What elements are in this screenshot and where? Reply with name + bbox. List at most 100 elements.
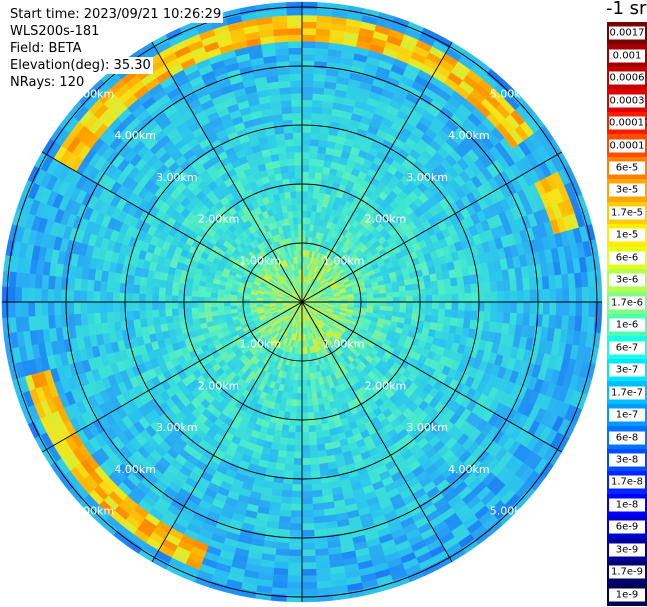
heatmap-cell — [2, 270, 11, 287]
heatmap-cell — [301, 425, 310, 433]
heatmap-cell — [314, 424, 323, 432]
heatmap-cell — [146, 277, 155, 287]
heatmap-cell — [21, 272, 30, 288]
heatmap-cell — [309, 450, 319, 459]
heatmap-cell — [165, 315, 174, 324]
heatmap-cell — [561, 315, 570, 331]
heatmap-cell — [230, 301, 238, 306]
heatmap-cell — [301, 432, 310, 440]
heatmap-cell — [373, 293, 381, 299]
heatmap-cell — [424, 281, 432, 290]
heatmap-cell — [373, 297, 381, 303]
heatmap-cell — [438, 294, 446, 303]
heatmap-cell — [158, 286, 167, 296]
heatmap-cell — [307, 191, 314, 199]
heatmap-cell — [398, 285, 406, 292]
heatmap-cell — [443, 278, 452, 288]
heatmap-cell — [217, 301, 225, 307]
heatmap-cell — [286, 588, 303, 596]
heatmap-cell — [464, 292, 472, 303]
heatmap-cell — [318, 139, 328, 148]
heatmap-cell — [210, 301, 218, 307]
heatmap-cell — [450, 309, 459, 319]
heatmap-cell — [291, 392, 298, 400]
heatmap-cell — [191, 307, 199, 314]
heatmap-cell — [132, 284, 141, 294]
heatmap-cell — [275, 541, 290, 550]
heatmap-cell — [125, 310, 134, 321]
heatmap-cell — [301, 14, 318, 23]
heatmap-cell — [308, 437, 318, 446]
heatmap-cell — [503, 301, 511, 314]
heatmap-cell — [360, 298, 368, 303]
heatmap-cell — [301, 86, 314, 94]
heatmap-cell — [286, 594, 303, 603]
heatmap-cell — [2, 317, 11, 334]
heatmap-cell — [204, 311, 213, 318]
heatmap-cell — [392, 301, 401, 308]
heatmap-cell — [298, 366, 303, 374]
heatmap-cell — [555, 288, 564, 303]
heatmap-cell — [223, 305, 231, 311]
heatmap-cell — [314, 541, 329, 550]
heatmap-cell — [93, 312, 102, 325]
heatmap-cell — [312, 93, 325, 102]
heatmap-cell — [172, 281, 180, 290]
heatmap-cell — [580, 271, 589, 288]
heatmap-cell — [27, 287, 36, 303]
heatmap-cell — [425, 294, 433, 303]
heatmap-cell — [301, 581, 318, 590]
heatmap-cell — [47, 288, 55, 303]
heatmap-cell — [28, 315, 37, 331]
heatmap-cell — [305, 366, 310, 374]
heatmap-cell — [301, 230, 306, 238]
heatmap-cell — [243, 301, 251, 306]
heatmap-cell — [316, 437, 325, 445]
heatmap-cell — [568, 287, 577, 303]
heatmap-cell — [21, 287, 29, 303]
heatmap-cell — [73, 313, 82, 327]
heatmap-cell — [425, 308, 433, 316]
heatmap-cell — [301, 555, 316, 564]
heatmap-cell — [444, 309, 453, 318]
heatmap-cell — [301, 125, 312, 133]
heatmap-cell — [308, 171, 316, 179]
heatmap-cell — [542, 288, 551, 303]
heatmap-cell — [307, 405, 314, 413]
heatmap-cell — [301, 451, 311, 459]
heatmap-cell — [561, 273, 570, 289]
heatmap-cell — [312, 509, 325, 518]
heatmap-cell — [301, 405, 309, 414]
heatmap-cell — [294, 438, 303, 446]
heatmap-cell — [463, 310, 472, 320]
heatmap-cell — [490, 291, 498, 303]
heatmap-cell — [287, 431, 296, 439]
heatmap-cell — [86, 312, 95, 325]
heatmap-cell — [171, 301, 179, 310]
heatmap-cell — [138, 293, 146, 303]
heatmap-cell — [301, 223, 307, 231]
heatmap-cell — [312, 496, 324, 505]
heatmap-cell — [315, 165, 324, 174]
heatmap-cell — [290, 510, 303, 518]
heatmap-cell — [562, 287, 570, 303]
heatmap-cell — [430, 315, 439, 324]
heatmap-cell — [27, 301, 36, 317]
heatmap-cell — [171, 294, 179, 303]
heatmap-cell — [301, 458, 311, 466]
heatmap-cell — [152, 316, 161, 326]
heatmap-cell — [307, 412, 315, 420]
heatmap-cell — [292, 464, 303, 472]
heatmap-cell — [437, 308, 446, 318]
heatmap-cell — [313, 528, 327, 537]
heatmap-cell — [223, 297, 231, 303]
heatmap-cell — [510, 290, 518, 303]
heatmap-cell — [548, 314, 557, 329]
heatmap-cell — [73, 277, 82, 291]
heatmap-cell — [451, 301, 459, 311]
heatmap-cell — [437, 316, 445, 325]
heatmap-cell — [151, 309, 160, 318]
heatmap-cell — [190, 295, 199, 303]
heatmap-cell — [185, 313, 193, 321]
heatmap-cell — [503, 290, 511, 303]
